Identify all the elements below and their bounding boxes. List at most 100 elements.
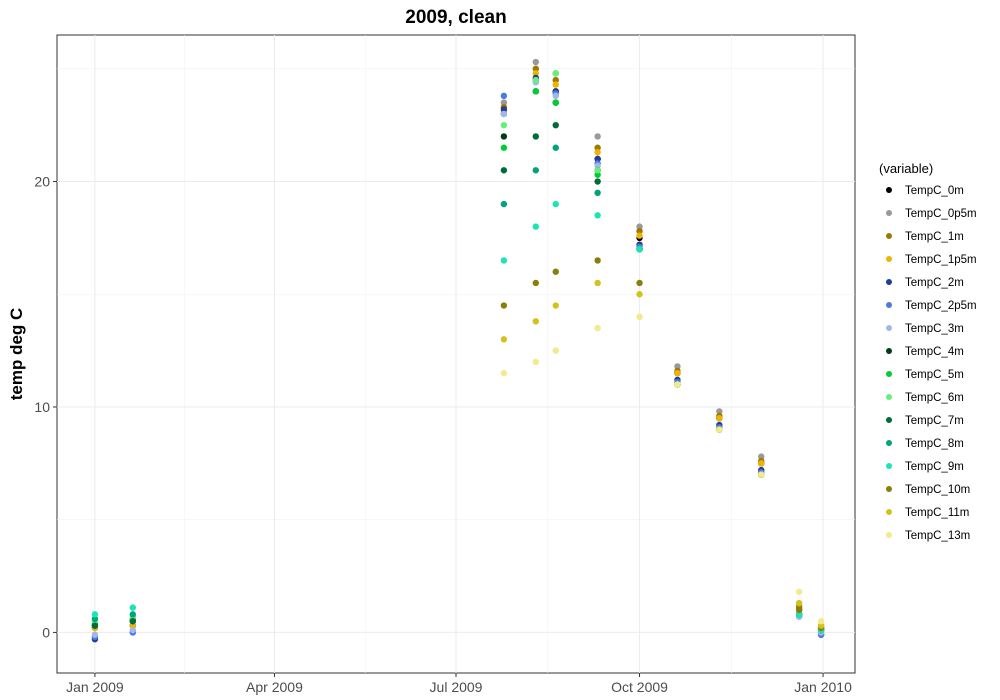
legend-label: TempC_1m	[905, 231, 964, 243]
legend-swatch	[886, 440, 892, 446]
x-tick-label: Apr 2009	[246, 679, 303, 695]
legend-swatch	[886, 532, 892, 538]
legend-swatch	[886, 509, 892, 515]
data-points	[91, 58, 825, 643]
data-point	[552, 121, 559, 129]
legend-swatch	[886, 279, 892, 285]
legend-swatch	[886, 187, 892, 193]
data-point	[532, 58, 539, 66]
x-tick-label: Oct 2009	[611, 679, 668, 695]
data-point	[594, 189, 601, 197]
y-tick-label: 10	[34, 399, 50, 415]
data-point	[674, 369, 681, 377]
data-point	[795, 611, 803, 618]
data-point	[716, 415, 723, 422]
data-point	[636, 291, 643, 298]
legend-swatch	[886, 302, 892, 308]
legend-label: TempC_11m	[905, 507, 969, 519]
data-point	[500, 121, 508, 129]
data-point	[552, 302, 559, 309]
data-point	[594, 212, 601, 219]
data-point	[674, 363, 681, 370]
data-point	[594, 279, 601, 287]
data-point	[91, 631, 99, 638]
legend-swatch	[886, 210, 892, 216]
data-point	[552, 92, 559, 100]
data-point	[500, 106, 508, 113]
legend: (variable) TempC_0m TempC_0p5m TempC_1m Tem…	[879, 161, 977, 542]
data-point	[716, 426, 723, 433]
legend-label: TempC_9m	[905, 461, 964, 473]
data-point	[552, 200, 559, 208]
legend-label: TempC_5m	[905, 369, 964, 381]
x-tick-label: Jan 2009	[66, 679, 124, 695]
y-axis-title: temp deg C	[7, 308, 26, 401]
legend-swatch	[886, 463, 892, 469]
data-point	[636, 227, 643, 235]
data-point	[636, 232, 643, 239]
data-point	[636, 313, 643, 321]
x-tick-label: Jul 2009	[430, 679, 483, 695]
data-point	[594, 133, 601, 140]
data-point	[594, 171, 601, 178]
data-point	[129, 626, 137, 634]
data-point	[552, 268, 559, 275]
data-point	[817, 617, 825, 625]
data-point	[594, 167, 601, 174]
data-point	[500, 133, 508, 140]
data-point	[500, 302, 508, 309]
data-point	[91, 615, 99, 623]
data-point	[758, 471, 765, 478]
data-point	[500, 167, 508, 174]
data-point	[500, 92, 508, 100]
data-point	[552, 81, 559, 88]
data-point	[500, 144, 508, 151]
data-point	[758, 453, 765, 460]
legend-label: TempC_13m	[905, 530, 970, 542]
data-point	[552, 144, 559, 151]
legend-swatch	[886, 233, 892, 239]
legend-title: (variable)	[879, 161, 933, 176]
legend-label: TempC_3m	[905, 323, 964, 335]
legend-swatch	[886, 371, 892, 377]
data-point	[594, 149, 601, 156]
legend-label: TempC_0m	[905, 185, 964, 197]
legend-label: TempC_10m	[905, 484, 970, 496]
data-point	[129, 622, 137, 629]
data-point	[594, 257, 601, 264]
legend-swatch	[886, 256, 892, 262]
grid-lines	[57, 35, 855, 673]
data-point	[532, 318, 539, 325]
data-point	[636, 279, 643, 287]
data-point	[795, 588, 803, 596]
data-point	[716, 408, 723, 415]
data-point	[532, 167, 539, 174]
data-point	[532, 76, 539, 84]
data-point	[817, 622, 825, 629]
data-point	[594, 162, 601, 169]
data-point	[532, 358, 539, 366]
data-point	[500, 336, 508, 343]
data-point	[91, 611, 99, 618]
legend-swatch	[886, 417, 892, 423]
legend-label: TempC_7m	[905, 415, 964, 427]
data-point	[674, 381, 681, 388]
x-tick-label: Jan 2010	[794, 679, 852, 695]
data-point	[532, 65, 539, 73]
data-point	[594, 178, 601, 185]
data-point	[636, 223, 643, 230]
data-point	[552, 99, 559, 106]
data-point	[594, 144, 601, 151]
legend-label: TempC_2m	[905, 277, 964, 289]
data-point	[500, 110, 508, 118]
data-point	[594, 324, 601, 332]
data-point	[594, 155, 601, 163]
data-point	[532, 133, 539, 140]
data-point	[91, 622, 99, 629]
data-point	[552, 347, 559, 354]
data-point	[552, 76, 559, 84]
legend-label: TempC_0p5m	[905, 208, 977, 220]
legend-swatch	[886, 394, 892, 400]
chart-title: 2009, clean	[405, 7, 506, 28]
